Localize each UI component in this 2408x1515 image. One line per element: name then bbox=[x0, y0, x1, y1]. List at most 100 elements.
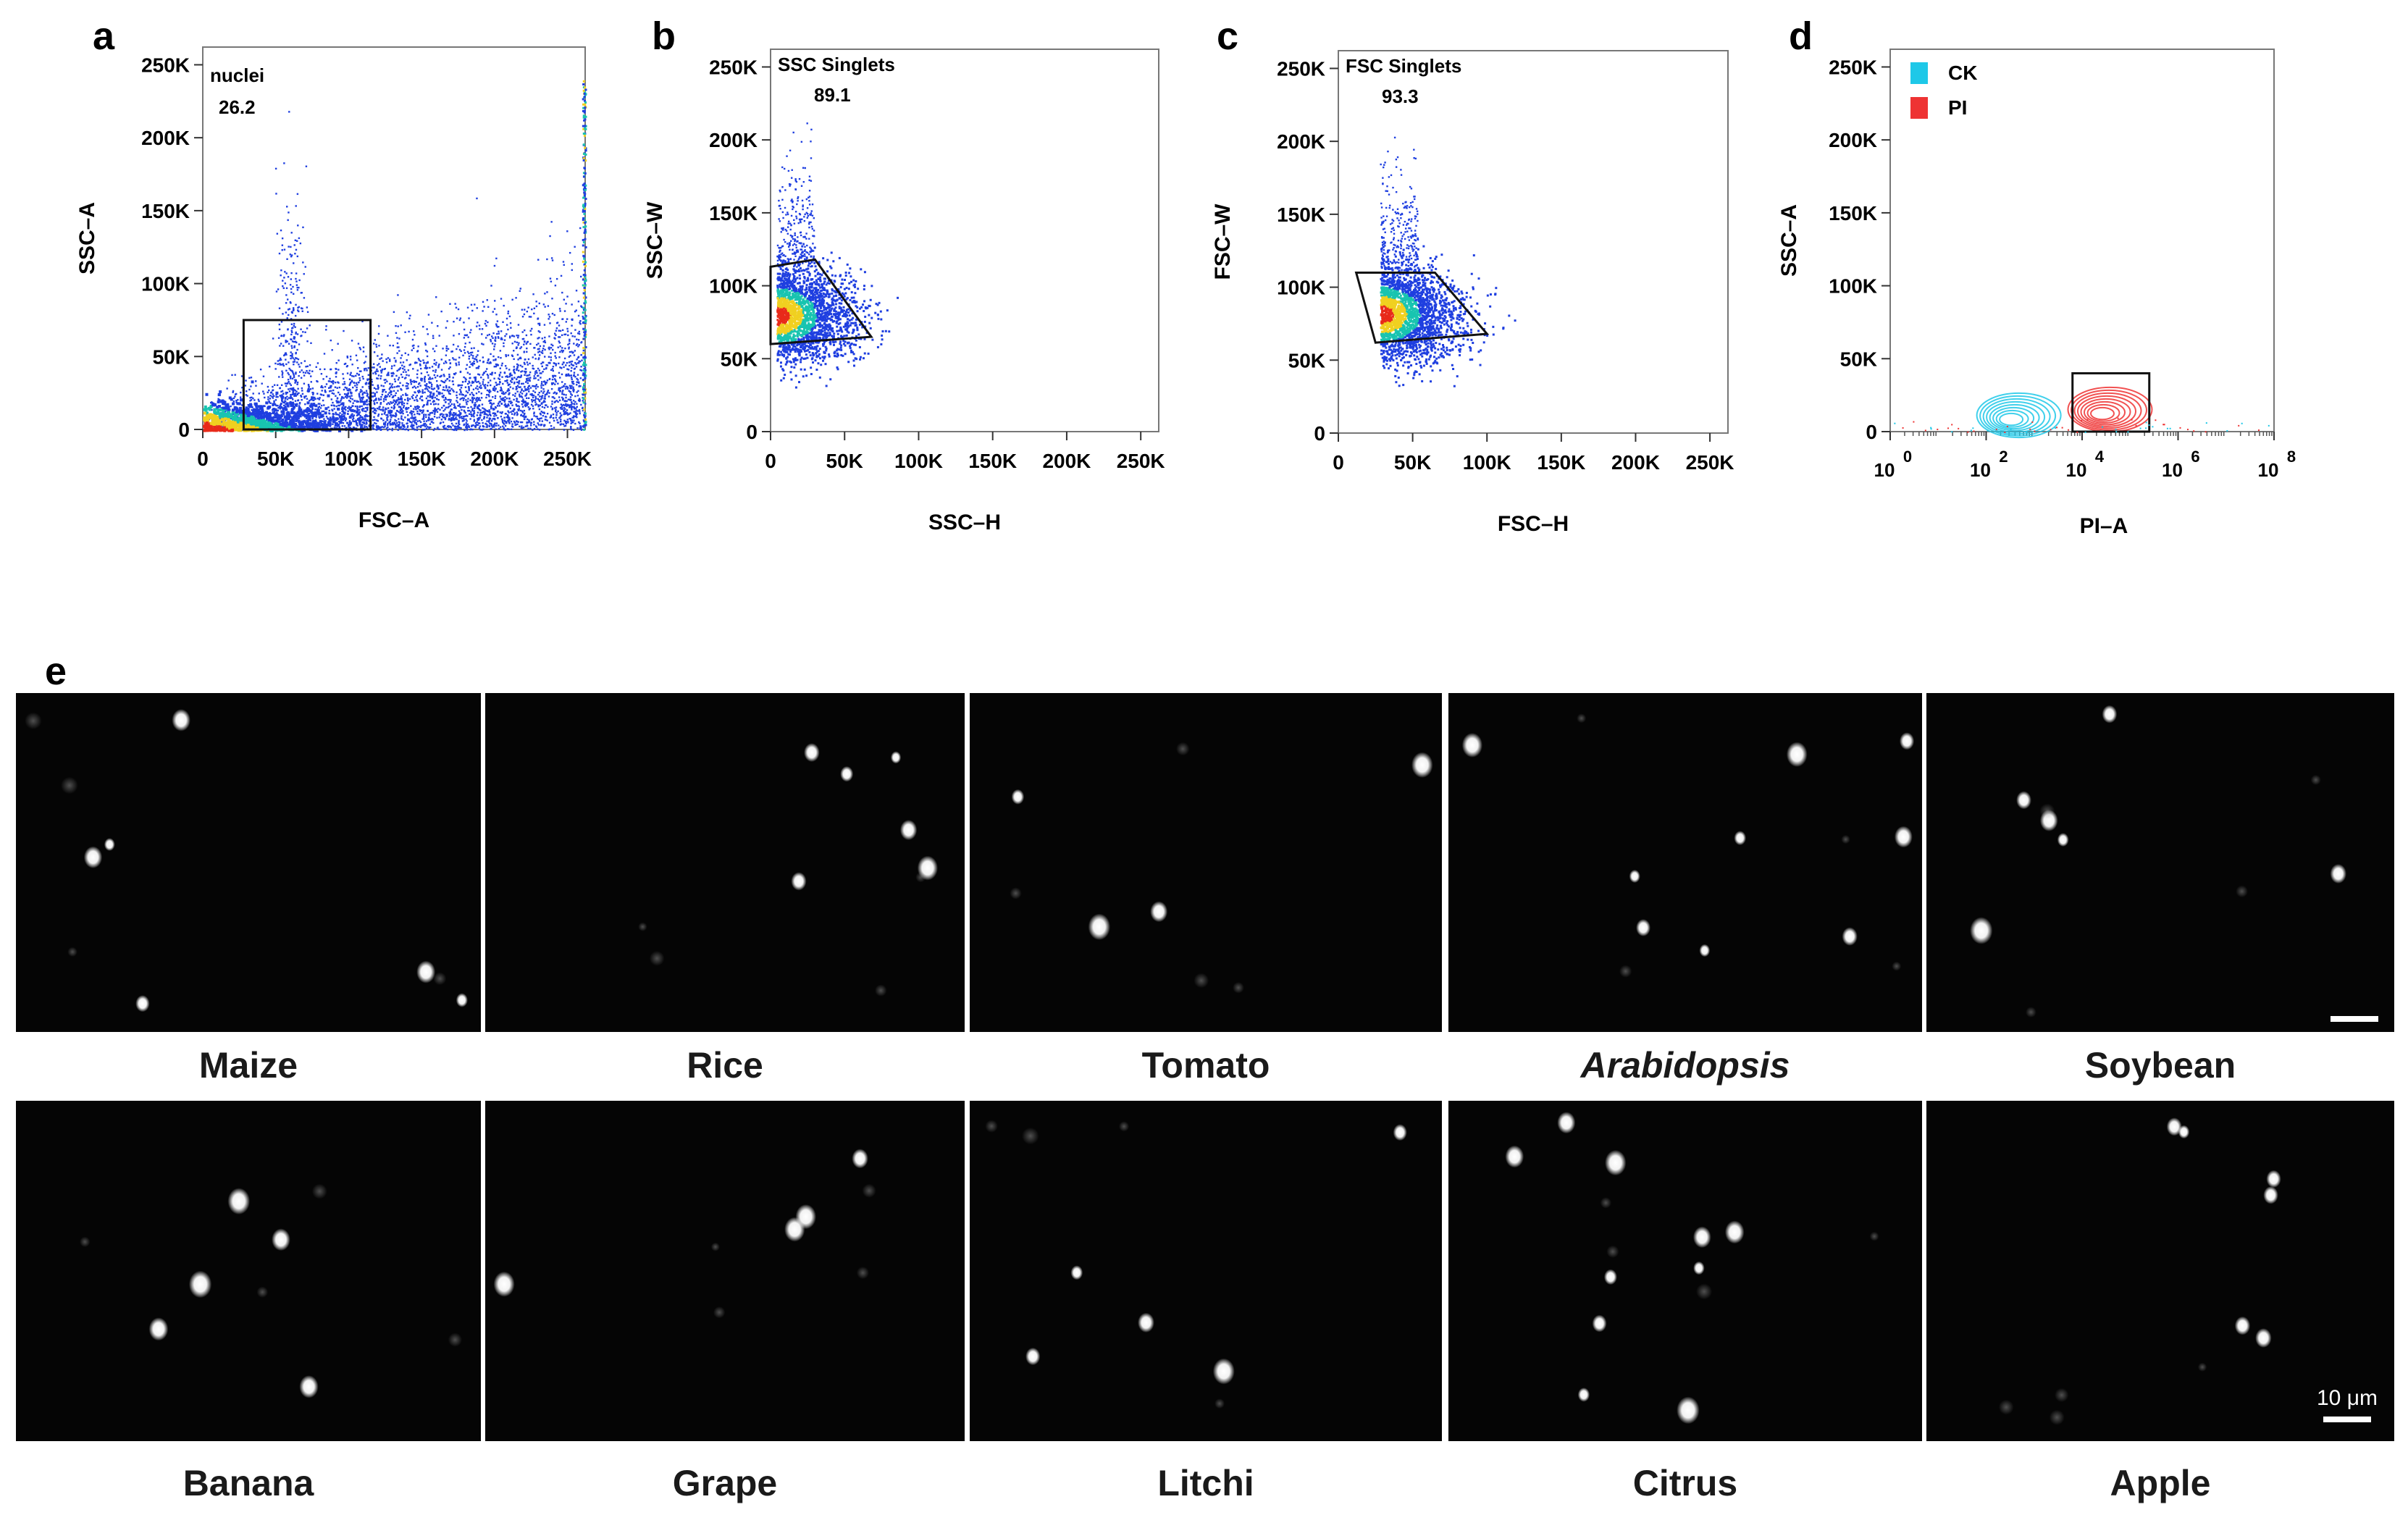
scatter-point bbox=[519, 357, 522, 360]
scatter-point bbox=[285, 385, 288, 387]
scatter-point bbox=[209, 429, 213, 432]
scatter-point bbox=[571, 382, 574, 385]
scatter-point bbox=[533, 428, 536, 430]
scatter-point bbox=[384, 425, 386, 427]
scatter-point bbox=[524, 403, 527, 406]
scatter-point bbox=[483, 417, 485, 420]
scatter-point bbox=[555, 410, 557, 413]
scatter-point bbox=[442, 386, 445, 388]
scatter-point bbox=[582, 409, 584, 412]
scatter-point bbox=[306, 327, 309, 330]
scatter-point bbox=[550, 257, 553, 259]
scatter-point bbox=[553, 362, 555, 364]
scatter-point bbox=[298, 420, 301, 424]
scatter-point bbox=[290, 302, 292, 304]
scatter-point bbox=[335, 419, 337, 421]
scatter-point bbox=[580, 429, 583, 431]
scatter-point bbox=[466, 420, 468, 422]
scatter-point bbox=[291, 411, 295, 415]
scatter-point bbox=[520, 395, 523, 398]
scatter-point bbox=[486, 389, 489, 392]
scatter-point bbox=[301, 387, 303, 390]
scatter-point bbox=[445, 360, 447, 363]
scatter-point bbox=[280, 274, 282, 277]
scatter-point bbox=[531, 398, 533, 401]
scatter-point bbox=[536, 416, 538, 418]
scatter-point bbox=[533, 411, 535, 414]
scatter-point bbox=[527, 377, 529, 379]
scatter-point bbox=[277, 363, 279, 366]
scatter-point bbox=[481, 411, 483, 414]
scatter-point bbox=[296, 255, 299, 258]
scatter-point bbox=[491, 374, 493, 376]
scatter-point bbox=[508, 369, 511, 371]
scatter-point bbox=[468, 355, 471, 358]
scatter-point bbox=[511, 298, 513, 301]
scatter-point bbox=[537, 374, 540, 377]
scatter-point bbox=[265, 401, 269, 405]
scatter-point bbox=[510, 400, 512, 403]
scatter-point bbox=[557, 400, 559, 403]
scatter-point bbox=[424, 387, 427, 390]
scatter-point bbox=[548, 421, 551, 424]
scatter-point bbox=[459, 370, 462, 373]
scatter-point bbox=[398, 346, 400, 348]
scatter-point bbox=[350, 372, 352, 374]
scatter-point bbox=[366, 399, 368, 401]
scatter-point bbox=[204, 418, 208, 421]
scatter-point bbox=[582, 80, 585, 83]
scatter-point bbox=[278, 414, 282, 418]
scatter-point bbox=[345, 387, 348, 390]
scatter-point bbox=[255, 418, 257, 421]
scatter-point bbox=[244, 421, 248, 425]
scatter-point bbox=[488, 409, 490, 411]
scatter-point bbox=[429, 378, 432, 380]
scatter-point bbox=[522, 337, 525, 340]
scatter-point bbox=[517, 324, 520, 326]
scatter-point bbox=[422, 325, 424, 328]
scatter-point bbox=[449, 393, 451, 395]
scatter-point bbox=[356, 406, 358, 408]
scatter-point bbox=[579, 369, 582, 372]
scatter-point bbox=[537, 330, 540, 332]
scatter-point bbox=[508, 375, 511, 378]
scatter-point bbox=[290, 311, 293, 314]
scatter-point bbox=[372, 372, 374, 374]
scatter-point bbox=[532, 394, 535, 397]
scatter-point bbox=[315, 366, 317, 369]
scatter-point bbox=[398, 377, 400, 379]
scatter-point bbox=[500, 390, 503, 392]
scatter-point bbox=[487, 390, 490, 393]
scatter-point bbox=[584, 369, 587, 372]
scatter-point bbox=[387, 407, 390, 409]
scatter-point bbox=[362, 377, 364, 380]
scatter-point bbox=[303, 397, 306, 399]
scatter-point bbox=[357, 366, 359, 369]
scatter-point bbox=[379, 369, 382, 372]
scatter-point bbox=[579, 422, 581, 424]
scatter-point bbox=[244, 385, 247, 387]
scatter-point bbox=[288, 343, 290, 345]
scatter-point bbox=[311, 370, 314, 372]
scatter-point bbox=[427, 426, 429, 428]
scatter-point bbox=[459, 413, 462, 416]
scatter-point bbox=[458, 422, 460, 424]
scatter-point bbox=[436, 427, 439, 429]
scatter-point bbox=[479, 328, 481, 330]
scatter-point bbox=[271, 429, 274, 432]
scatter-point bbox=[518, 386, 520, 388]
scatter-point bbox=[433, 387, 436, 390]
scatter-point bbox=[423, 361, 425, 364]
scatter-point bbox=[332, 389, 335, 392]
scatter-point bbox=[319, 393, 322, 395]
scatter-point bbox=[346, 365, 349, 367]
scatter-point bbox=[296, 381, 299, 384]
scatter-point bbox=[480, 397, 483, 399]
scatter-point bbox=[257, 423, 261, 427]
scatter-point bbox=[341, 396, 344, 398]
scatter-point bbox=[529, 427, 532, 430]
scatter-point bbox=[403, 366, 406, 368]
scatter-point bbox=[554, 383, 556, 385]
scatter-point bbox=[544, 400, 546, 403]
scatter-point bbox=[259, 413, 263, 416]
